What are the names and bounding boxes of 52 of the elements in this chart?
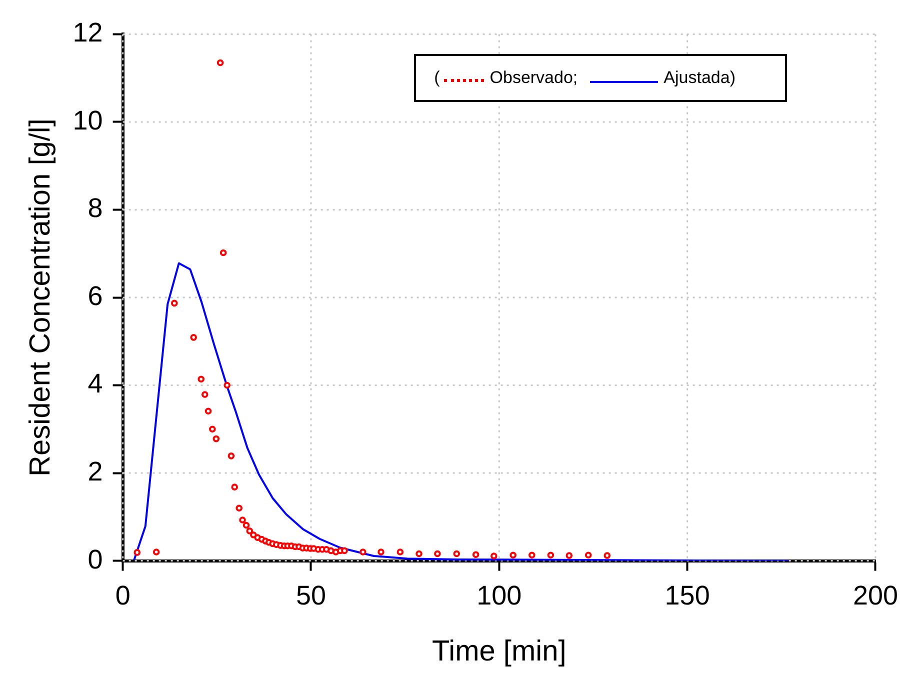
y-tick-label: 4 [88,368,103,399]
point [584,552,592,558]
point [566,552,573,559]
legend-label: Observado; [490,68,578,88]
point [528,552,536,558]
point [134,549,141,556]
point [204,408,212,415]
point [190,334,197,341]
point [360,548,366,556]
point [246,528,254,534]
point [604,552,611,559]
point [224,382,230,389]
point [228,452,235,460]
point [208,426,216,433]
point [396,548,404,556]
point [239,516,246,524]
point [510,552,516,558]
point [220,249,227,256]
point [170,300,178,307]
x-axis-title: Time [min] [432,636,566,668]
point [472,551,480,558]
point [231,484,238,490]
x-tick-label: 50 [296,580,326,610]
point [250,532,257,538]
point [547,552,554,558]
x-tick-label: 200 [852,580,898,610]
point [236,504,243,512]
point [434,550,441,558]
point [198,376,205,383]
point [212,435,220,442]
point [453,550,460,558]
y-tick-label: 2 [88,456,103,486]
legend-label: Ajustada) [664,68,736,88]
y-axis-title: Resident Concentration [g/l] [24,118,56,476]
y-tick-label: 0 [88,544,103,574]
point [242,522,250,529]
point [216,59,224,66]
point [201,391,208,398]
point [490,552,498,560]
x-tick-label: 150 [664,580,710,610]
point [328,547,334,554]
y-tick-label: 8 [88,193,103,224]
point [416,550,422,558]
x-tick-label: 100 [476,580,522,610]
x-tick-label: 0 [115,580,130,610]
point [152,548,160,556]
y-tick-label: 10 [72,105,103,136]
y-tick-label: 6 [88,280,103,311]
point [378,548,384,556]
legend-title: ( [434,68,440,88]
point [341,547,348,554]
y-tick-label: 12 [72,18,103,48]
